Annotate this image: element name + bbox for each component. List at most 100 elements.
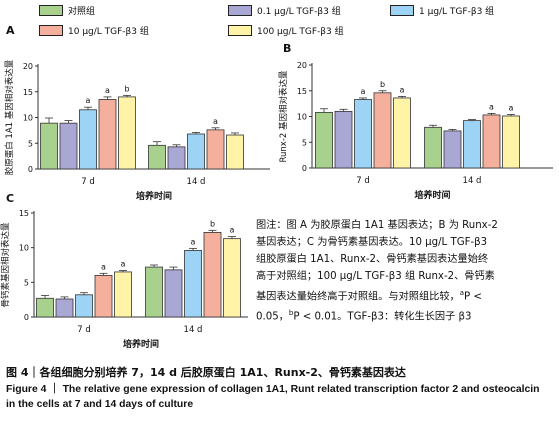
bar [206, 129, 225, 170]
x-axis-title: 培养时间 [123, 338, 159, 350]
bar [36, 297, 54, 318]
figure-caption-en: Figure 4 ｜ The relative gene expression … [6, 384, 540, 410]
y-tick-label: 15 [297, 87, 307, 96]
y-tick-label: 20 [297, 61, 307, 70]
bar [40, 122, 58, 170]
y-tick-label: 15 [23, 88, 33, 97]
bar [75, 294, 93, 318]
x-axis-title: 培养时间 [414, 189, 450, 201]
bar [79, 109, 97, 170]
x-tick-label: 14 d [184, 325, 203, 335]
bar [203, 232, 222, 318]
bar [315, 111, 333, 169]
bar [167, 146, 186, 170]
y-axis-title: 胶原蛋白 1A1 基因相对表达量 [4, 59, 15, 175]
bar [184, 250, 202, 318]
significance-label: a [191, 237, 196, 246]
bar [148, 144, 166, 170]
x-tick-label: 14 d [463, 176, 482, 186]
legend-swatch [228, 5, 252, 16]
bar [114, 271, 132, 318]
panel-letter: C [6, 192, 14, 205]
y-tick-label: 0 [302, 164, 307, 173]
significance-label: b [210, 219, 215, 228]
legend-label: 1 μg/L TGF-β3 组 [419, 7, 495, 17]
bar [98, 99, 117, 170]
y-tick-label: 20 [23, 62, 33, 71]
note-line: 高于对照组；100 μg/L TGF-β3 组 Runx-2、骨钙素 [256, 271, 495, 282]
significance-label: a [213, 117, 218, 126]
x-axis-title: 培养时间 [136, 190, 172, 202]
x-tick-label: 7 d [77, 325, 91, 335]
bar [226, 134, 244, 170]
bar [502, 115, 520, 169]
legend-item-100: 100 μg/L TGF-β3 组 [228, 24, 344, 37]
significance-label: b [380, 80, 385, 89]
significance-label: a [361, 87, 366, 96]
y-tick-label: 10 [23, 114, 33, 123]
bar [354, 99, 372, 169]
bar [59, 122, 78, 170]
note-line: 基因表达量始终高于对照组。与对照组比较，aP < [256, 285, 552, 305]
chart-panel-a: A 0 5 10 15 20 胶原蛋白 1A1 基因相对表达量 7 d a a b 14 d a 培养时间 [4, 24, 270, 202]
y-tick-label: 5 [28, 139, 33, 148]
significance-label: b [124, 84, 129, 93]
legend-swatch [228, 25, 252, 36]
y-axis-title: 骨钙素基因相对表达量 [0, 222, 11, 308]
bar [118, 96, 136, 170]
significance-label: a [489, 102, 494, 111]
bar [424, 126, 442, 169]
bar [334, 110, 353, 169]
chart-panel-b: B 0 5 10 15 20 Runx-2 基因相对表达量 7 d a b a 14 d a a 培养时间 [278, 42, 553, 201]
chart-panel-c: C 0 5 10 15 骨钙素基因相对表达量 7 d a a 14 d a b a 培养时间 [0, 192, 248, 350]
y-tick-label: 5 [24, 278, 29, 287]
significance-label: a [101, 262, 106, 271]
significance-label: a [121, 260, 126, 269]
note-line: 组胶原蛋白 1A1、Runx-2、骨钙素基因表达量始终 [256, 254, 489, 265]
x-tick-label: 14 d [187, 177, 206, 187]
bar [187, 133, 205, 170]
bar [223, 238, 241, 318]
bar [55, 298, 74, 318]
note-text: 基因表达量始终高于对照组。与对照组比较， [256, 291, 460, 303]
legend-swatch [390, 5, 414, 16]
significance-label: a [86, 96, 91, 105]
bar [463, 120, 481, 169]
bar [164, 269, 183, 318]
panel-letter: A [6, 24, 15, 37]
legend-item-0-1: 0.1 μg/L TGF-β3 组 [228, 4, 341, 17]
note-sup: a [459, 289, 465, 297]
legend-item-10: 10 μg/L TGF-β3 组 [39, 24, 149, 37]
y-tick-label: 10 [297, 113, 307, 122]
note-text: 0.05， [256, 311, 289, 323]
legend-swatch [39, 5, 63, 16]
bar [94, 275, 113, 318]
x-tick-label: 7 d [356, 176, 370, 186]
bar [373, 92, 392, 169]
y-tick-label: 15 [19, 209, 29, 218]
bar [145, 266, 163, 318]
y-tick-label: 0 [28, 165, 33, 174]
note-line: 0.05，bP < 0.01。TGF-β3：转化生长因子 β3 [256, 305, 552, 325]
figure-note: 图注：图 A 为胶原蛋白 1A1 基因表达；B 为 Runx-2 基因表达；C … [256, 217, 552, 326]
bar [443, 130, 462, 169]
note-sup: b [288, 309, 294, 318]
significance-label: a [509, 103, 514, 112]
y-axis-title: Runx-2 基因相对表达量 [278, 70, 289, 163]
figure-caption-zh: 图 4｜各组细胞分别培养 7，14 d 后胶原蛋白 1A1、Runx-2、骨钙素… [6, 366, 406, 379]
legend-item-control: 对照组 [39, 4, 95, 17]
y-tick-label: 10 [19, 244, 29, 253]
note-line: 图注：图 A 为胶原蛋白 1A1 基因表达；B 为 Runx-2 [256, 220, 498, 231]
legend-item-1: 1 μg/L TGF-β3 组 [390, 4, 494, 17]
note-line: 基因表达；C 为骨钙素基因表达。10 μg/L TGF-β3 [256, 237, 488, 248]
legend-label: 10 μg/L TGF-β3 组 [68, 27, 149, 37]
legend-label: 100 μg/L TGF-β3 组 [257, 27, 344, 37]
legend-label: 对照组 [68, 7, 96, 17]
bar [482, 114, 501, 169]
x-tick-label: 7 d [81, 177, 95, 187]
note-text: P < 0.01。TGF-β3：转化生长因子 β3 [293, 311, 472, 323]
significance-label: a [105, 86, 110, 95]
bar [393, 97, 411, 169]
chart-legend: 对照组 0.1 μg/L TGF-β3 组 1 μg/L TGF-β3 组 10… [0, 0, 559, 44]
legend-swatch [39, 25, 63, 36]
